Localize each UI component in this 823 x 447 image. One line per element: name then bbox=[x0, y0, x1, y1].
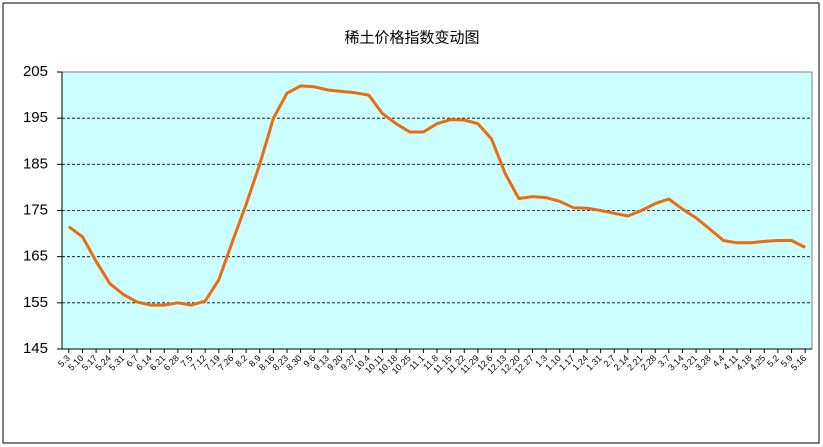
y-tick-label: 155 bbox=[23, 294, 48, 311]
y-tick-label: 205 bbox=[23, 63, 48, 80]
data-line bbox=[67, 84, 806, 307]
y-tick-label: 165 bbox=[23, 248, 48, 265]
y-tick-label: 185 bbox=[23, 155, 48, 172]
y-tick-label: 145 bbox=[23, 340, 48, 357]
chart-title: 稀土价格指数变动图 bbox=[344, 29, 479, 47]
y-tick-label: 195 bbox=[23, 109, 48, 126]
y-tick-label: 175 bbox=[23, 201, 48, 218]
